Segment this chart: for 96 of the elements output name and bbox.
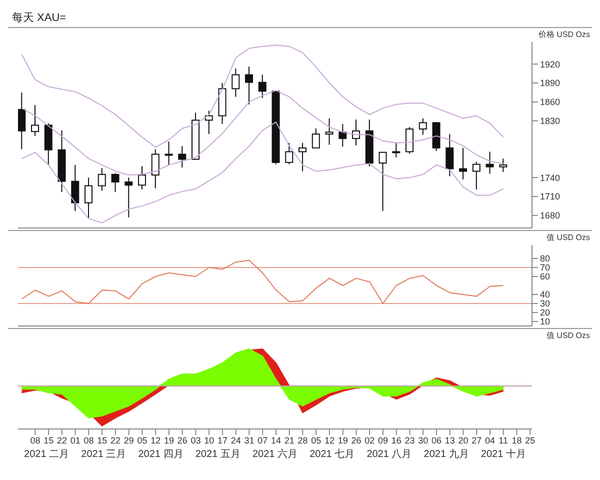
- candlestick: [245, 66, 254, 105]
- y-tick-label: 80: [540, 254, 550, 264]
- x-tick-label: 12: [324, 435, 334, 446]
- candlestick: [486, 151, 494, 174]
- x-tick-label: 12: [150, 435, 161, 446]
- candlestick: [499, 158, 508, 172]
- y-tick-label: 30: [540, 298, 550, 309]
- x-tick-label: 13: [444, 435, 455, 446]
- candlestick: [71, 164, 80, 212]
- x-tick-label: 08: [84, 435, 94, 446]
- y-tick-label: 1740: [540, 172, 560, 183]
- candlestick: [338, 123, 347, 148]
- x-tick-label: 25: [525, 435, 536, 446]
- x-tick-label: 03: [190, 435, 201, 446]
- x-tick-label: 11: [498, 435, 508, 446]
- y-axis-title: 值 USD Ozs: [546, 331, 590, 340]
- x-tick-label: 19: [164, 435, 174, 446]
- text: 2021 六月: [252, 448, 298, 462]
- text: 2021 七月: [310, 448, 355, 462]
- candlestick: [124, 177, 133, 218]
- candlestick: [258, 74, 266, 99]
- candlestick: [392, 142, 400, 158]
- x-tick-label: 17: [217, 435, 228, 446]
- x-tick-label: 21: [284, 435, 294, 446]
- candlestick: [232, 68, 240, 98]
- candlestick: [84, 177, 93, 218]
- y-axis-title: 值 USD Ozs: [546, 233, 590, 242]
- chart-title: 每天 XAU=: [11, 11, 68, 26]
- x-tick-label: 31: [244, 435, 254, 446]
- candlestick: [418, 118, 427, 136]
- candlestick: [378, 152, 387, 212]
- y-tick-label: 10: [540, 316, 550, 327]
- x-tick-label: 26: [351, 435, 362, 446]
- x-tick-label: 08: [30, 435, 40, 446]
- x-tick-label: 10: [204, 435, 214, 446]
- y-tick-label: 40: [540, 290, 550, 300]
- x-tick-label: 30: [418, 435, 428, 446]
- y-tick-label: 70: [540, 262, 550, 273]
- x-tick-label: 18: [512, 435, 522, 446]
- text: 2021 三月: [81, 448, 126, 462]
- candlestick: [31, 104, 40, 136]
- x-tick-label: 23: [404, 435, 415, 446]
- x-tick-label: 09: [378, 435, 388, 446]
- candlestick: [18, 92, 26, 150]
- y-tick-label: 1890: [540, 78, 560, 88]
- y-tick-label: 1920: [540, 59, 560, 70]
- candlestick: [178, 146, 186, 168]
- candlestick: [138, 166, 146, 190]
- x-tick-label: 16: [391, 435, 402, 446]
- y-tick-label: 1680: [540, 210, 560, 221]
- text: 2021 四月: [138, 448, 184, 462]
- x-tick-label: 29: [124, 435, 134, 446]
- y-tick-label: 1860: [540, 97, 560, 108]
- text: 2021 五月: [195, 448, 240, 462]
- x-tick-label: 15: [97, 435, 108, 446]
- candlestick: [446, 134, 454, 177]
- x-tick-label: 02: [364, 435, 375, 446]
- candlestick: [325, 118, 334, 146]
- x-tick-label: 15: [44, 435, 54, 446]
- text: 2021 八月: [366, 448, 412, 462]
- x-tick-label: 04: [484, 435, 495, 446]
- y-tick-label: 1710: [540, 192, 560, 202]
- x-tick-label: 27: [472, 435, 482, 446]
- x-tick-label: 05: [137, 435, 148, 446]
- x-tick-label: 22: [56, 435, 67, 446]
- x-tick-label: 05: [311, 435, 322, 446]
- y-tick-label: 1830: [540, 116, 560, 126]
- y-axis-title: 价格 USD Ozs: [538, 30, 590, 39]
- text: 2021 九月: [424, 448, 469, 462]
- y-tick-label: 60: [540, 272, 550, 282]
- line-series: [21, 44, 504, 148]
- x-tick-label: 07: [258, 435, 268, 446]
- x-tick-label: 14: [270, 435, 281, 446]
- candlestick: [312, 128, 320, 148]
- x-tick-label: 28: [298, 435, 308, 446]
- x-tick-label: 19: [338, 435, 348, 446]
- candlestick: [164, 141, 173, 166]
- text: 2021 二月: [24, 448, 70, 462]
- x-tick-label: 20: [458, 435, 468, 446]
- candlestick: [406, 126, 414, 154]
- x-tick-label: 06: [431, 435, 442, 446]
- y-tick-label: 20: [540, 308, 550, 318]
- x-tick-label: 22: [110, 435, 120, 446]
- candlestick: [151, 148, 160, 189]
- candlestick: [111, 172, 120, 193]
- x-tick-label: 01: [70, 435, 80, 446]
- x-tick-label: 26: [177, 435, 188, 446]
- x-tick-label: 24: [230, 435, 241, 446]
- line-series: [21, 260, 504, 304]
- candlestick: [98, 168, 106, 192]
- candlestick: [298, 142, 307, 172]
- text: 2021 十月: [480, 448, 526, 462]
- line-series: [21, 122, 504, 224]
- candlestick: [285, 142, 294, 165]
- candlestick: [459, 147, 468, 180]
- candlestick: [472, 161, 480, 190]
